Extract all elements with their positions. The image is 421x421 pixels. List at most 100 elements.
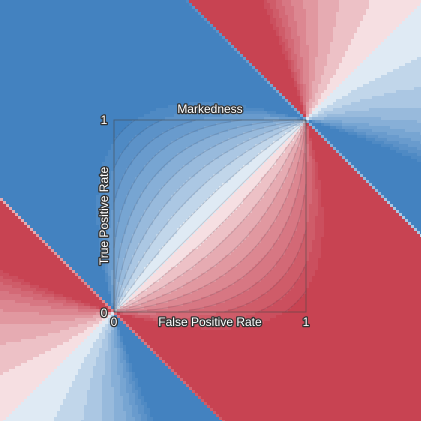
contour-cell [285, 54, 289, 58]
contour-cell [90, 24, 94, 28]
contour-cell [378, 9, 382, 13]
contour-cell [240, 51, 244, 55]
contour-cell [6, 72, 10, 76]
contour-cell [396, 66, 400, 70]
contour-cell [69, 45, 73, 49]
contour-cell [138, 12, 142, 16]
contour-cell [324, 33, 328, 37]
contour-cell [63, 48, 67, 52]
contour-cell [330, 30, 334, 34]
contour-cell [177, 36, 181, 40]
contour-cell [126, 12, 130, 16]
contour-cell [78, 60, 82, 64]
contour-cell [390, 63, 394, 67]
contour-cell [78, 9, 82, 13]
contour-cell [111, 0, 115, 4]
contour-cell [87, 21, 91, 25]
contour-cell [33, 48, 37, 52]
contour-cell [306, 12, 310, 16]
contour-cell [366, 27, 370, 31]
contour-cell [165, 72, 169, 76]
contour-cell [411, 39, 415, 43]
contour-cell [267, 18, 271, 22]
contour-cell [261, 69, 265, 73]
contour-cell [345, 30, 349, 34]
contour-cell [282, 33, 286, 37]
contour-cell [291, 0, 295, 4]
contour-cell [111, 15, 115, 19]
contour-cell [135, 39, 139, 43]
contour-cell [408, 69, 412, 73]
contour-cell [390, 51, 394, 55]
contour-cell [0, 27, 4, 31]
contour-cell [171, 72, 175, 76]
contour-cell [12, 0, 16, 4]
contour-cell [141, 57, 145, 61]
contour-cell [396, 24, 400, 28]
contour-cell [396, 27, 400, 31]
contour-cell [300, 6, 304, 10]
contour-cell [168, 21, 172, 25]
contour-cell [180, 3, 184, 7]
contour-cell [159, 3, 163, 7]
contour-cell [75, 45, 79, 49]
contour-cell [117, 9, 121, 13]
contour-cell [315, 3, 319, 7]
contour-cell [141, 63, 145, 67]
contour-cell [138, 3, 142, 7]
contour-cell [375, 36, 379, 40]
contour-cell [63, 27, 67, 31]
contour-cell [114, 39, 118, 43]
contour-cell [273, 27, 277, 31]
contour-cell [156, 9, 160, 13]
contour-cell [294, 60, 298, 64]
contour-cell [171, 48, 175, 52]
contour-cell [267, 51, 271, 55]
contour-cell [171, 36, 175, 40]
contour-cell [381, 57, 385, 61]
contour-cell [282, 36, 286, 40]
contour-cell [402, 57, 406, 61]
contour-cell [264, 27, 268, 31]
contour-cell [312, 24, 316, 28]
contour-cell [384, 24, 388, 28]
contour-cell [279, 6, 283, 10]
contour-cell [369, 21, 373, 25]
contour-cell [117, 3, 121, 7]
contour-cell [255, 51, 259, 55]
contour-cell [369, 15, 373, 19]
contour-cell [231, 51, 235, 55]
contour-cell [144, 60, 148, 64]
contour-cell [105, 0, 109, 4]
contour-cell [57, 57, 61, 61]
contour-cell [228, 57, 232, 61]
contour-cell [183, 51, 187, 55]
contour-cell [51, 3, 55, 7]
contour-cell [24, 21, 28, 25]
contour-cell [315, 18, 319, 22]
contour-cell [204, 9, 208, 13]
contour-cell [93, 51, 97, 55]
contour-cell [6, 36, 10, 40]
contour-cell [390, 57, 394, 61]
contour-cell [9, 33, 13, 37]
contour-cell [357, 51, 361, 55]
contour-cell [186, 69, 190, 73]
contour-cell [186, 21, 190, 25]
contour-cell [42, 57, 46, 61]
contour-cell [78, 3, 82, 7]
contour-cell [288, 27, 292, 31]
contour-cell [381, 51, 385, 55]
contour-cell [264, 3, 268, 7]
contour-cell [21, 48, 25, 52]
contour-cell [78, 45, 82, 49]
contour-cell [285, 36, 289, 40]
contour-cell [393, 69, 397, 73]
contour-cell [351, 66, 355, 70]
contour-cell [312, 69, 316, 73]
contour-cell [264, 30, 268, 34]
contour-cell [252, 33, 256, 37]
contour-cell [174, 12, 178, 16]
contour-cell [303, 30, 307, 34]
contour-cell [171, 12, 175, 16]
